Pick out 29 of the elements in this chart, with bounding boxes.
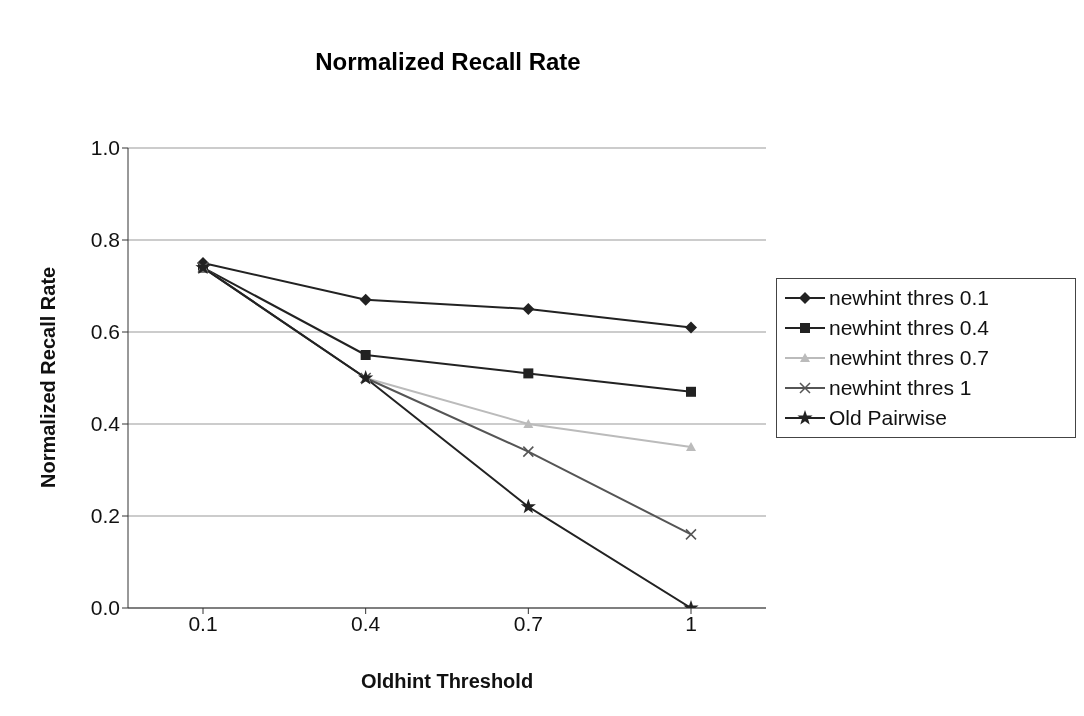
legend-label: newhint thres 0.7: [829, 346, 989, 370]
point: [359, 293, 372, 306]
y-axis-title: Normalized Recall Rate: [37, 266, 60, 488]
legend-label: newhint thres 0.1: [829, 286, 989, 310]
point: [685, 321, 697, 334]
point: [360, 350, 371, 360]
y-tick-label: 0.2: [90, 504, 120, 528]
chart-title: Normalized Recall Rate: [314, 48, 582, 76]
legend-label: newhint thres 1: [829, 376, 972, 400]
point: [686, 386, 696, 397]
x-tick-label: 0.7: [513, 611, 543, 635]
y-tick-label: 1.0: [90, 136, 120, 160]
y-tick-label: 0.0: [90, 596, 120, 620]
point: [686, 442, 696, 451]
point: [522, 303, 535, 315]
y-tick-label: 0.8: [90, 228, 120, 252]
point: [685, 528, 697, 541]
legend-label: newhint thres 0.4: [829, 316, 989, 340]
y-tick-label: 0.6: [90, 320, 120, 344]
point: [520, 498, 536, 514]
x-tick-label: 1: [685, 611, 697, 635]
x-tick-label: 0.4: [351, 611, 381, 635]
y-tick-label: 0.4: [90, 412, 121, 436]
point: [522, 445, 535, 458]
legend-label: Old Pairwise: [829, 406, 947, 430]
point: [523, 419, 534, 428]
x-tick-label: 0.1: [188, 611, 218, 635]
point: [523, 368, 534, 379]
x-axis-title: Oldhint Threshold: [360, 670, 534, 692]
